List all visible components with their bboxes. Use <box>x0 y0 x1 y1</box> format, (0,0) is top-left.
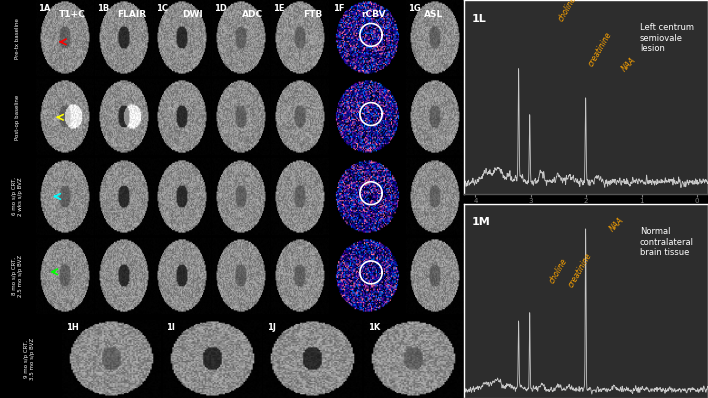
Text: Pre-tx baseline: Pre-tx baseline <box>15 18 20 59</box>
Text: FTB: FTB <box>303 10 323 19</box>
Text: 1L: 1L <box>472 14 486 23</box>
Text: 1B: 1B <box>97 4 109 13</box>
Text: 8 mo s/p CRT,
2.5 mo s/p BVZ: 8 mo s/p CRT, 2.5 mo s/p BVZ <box>12 255 23 297</box>
Text: Normal
contralateral
brain tissue: Normal contralateral brain tissue <box>640 227 694 257</box>
Text: 1F: 1F <box>333 4 344 13</box>
Text: ASL: ASL <box>424 10 443 19</box>
Text: 9 mo s/p CRT,
3.5 mo s/p BVZ: 9 mo s/p CRT, 3.5 mo s/p BVZ <box>24 338 35 380</box>
Text: rCBV: rCBV <box>361 10 386 19</box>
Text: 1G: 1G <box>408 4 421 13</box>
Text: 1J: 1J <box>268 324 276 332</box>
Text: choline: choline <box>557 0 578 23</box>
Text: 1D: 1D <box>215 4 227 13</box>
Text: ADC: ADC <box>242 10 263 19</box>
Text: 6 mo s/p CRT,
2 wks s/p BVZ: 6 mo s/p CRT, 2 wks s/p BVZ <box>12 177 23 216</box>
Text: T1+C: T1+C <box>59 10 85 19</box>
Text: 1M: 1M <box>472 217 491 227</box>
Text: choline: choline <box>547 257 569 285</box>
Text: Left centrum
semiovale
lesion: Left centrum semiovale lesion <box>640 23 694 53</box>
Text: 1A: 1A <box>38 4 50 13</box>
Text: Post-op baseline: Post-op baseline <box>15 95 20 140</box>
Text: 1K: 1K <box>368 324 381 332</box>
Text: creatinine: creatinine <box>586 30 613 68</box>
Text: 1C: 1C <box>156 4 168 13</box>
Text: DWI: DWI <box>182 10 202 19</box>
Text: FLAIR: FLAIR <box>118 10 147 19</box>
Text: NAA: NAA <box>620 56 638 74</box>
Text: 1I: 1I <box>166 324 176 332</box>
Text: NAA: NAA <box>608 215 626 233</box>
Text: 1H: 1H <box>66 324 79 332</box>
Text: 1E: 1E <box>273 4 285 13</box>
Text: creatinine: creatinine <box>566 252 594 289</box>
